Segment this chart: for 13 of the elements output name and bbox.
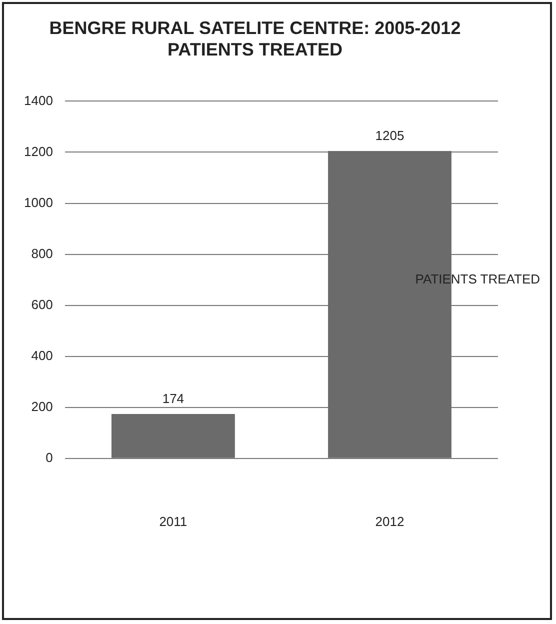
x-tick-label: 2011 — [159, 514, 188, 529]
y-tick-label: 1400 — [24, 92, 53, 108]
y-tick-label: 200 — [31, 398, 53, 414]
y-tick-label: 800 — [31, 246, 53, 261]
y-tick-label: 600 — [31, 296, 53, 312]
y-tick-label: 0 — [46, 450, 53, 465]
y-tick-label: 1200 — [24, 144, 53, 159]
data-label: 174 — [162, 391, 184, 406]
chart-title: BENGRE RURAL SATELITE CENTRE: 2005-2012 PATIENTS TREATED — [49, 18, 461, 60]
data-label: 1205 — [375, 128, 404, 144]
y-tick-label: 1000 — [24, 194, 53, 210]
x-tick-label: 2012 — [375, 514, 404, 529]
y-tick-label: 400 — [31, 348, 53, 363]
